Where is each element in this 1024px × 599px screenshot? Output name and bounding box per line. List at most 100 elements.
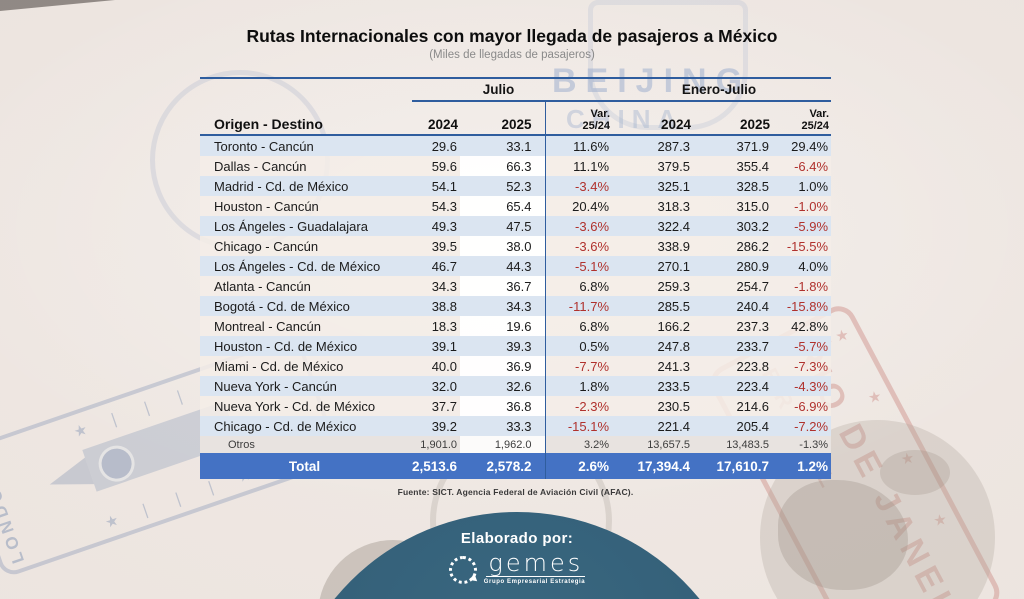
route-label: Nueva York - Cancún [200,376,412,396]
otros-label: Otros [200,436,412,453]
gemes-logo-subtext: Grupo Empresarial Estrategia [483,579,586,585]
route-value: -6.9% [772,396,832,416]
route-value: 1.8% [544,376,613,396]
header-enero-julio-2024: 2024 [612,101,694,136]
gemes-logo-arrow-icon [468,573,480,585]
route-value: -7.2% [772,416,832,436]
route-value: -1.0% [772,196,832,216]
route-value: 42.8% [772,316,832,336]
route-value: -2.3% [544,396,613,416]
route-row: Chicago - Cancún 39.5 38.0 -3.6% 338.9 286.2-… [200,236,832,256]
otros-value: 3.2% [544,436,613,453]
route-value: 32.6 [460,376,546,396]
page-subtitle: (Miles de llegadas de pasajeros) [429,49,595,61]
route-value: 38.8 [412,296,460,316]
route-value: 34.3 [412,276,460,296]
header-origen-destino: Origen - Destino [200,101,412,136]
route-label: Bogotá - Cd. de México [200,296,412,316]
route-value: 325.1 [612,176,694,196]
route-value: -3.6% [544,236,613,256]
route-value: 33.1 [460,135,546,156]
route-value: 52.3 [460,176,546,196]
table-header-row: Origen - Destino 2024 2025 Var. 25/24 20… [200,101,832,136]
route-value: -15.8% [772,296,832,316]
route-value: 46.7 [412,256,460,276]
route-value: 6.8% [544,276,613,296]
route-value: 166.2 [612,316,694,336]
route-value: 4.0% [772,256,832,276]
london-stamp-text: LONDON [0,467,29,566]
route-value: 37.7 [412,396,460,416]
route-value: 315.0 [693,196,773,216]
total-value: 1.2% [772,453,832,479]
route-value: 241.3 [612,356,694,376]
route-label: Montreal - Cancún [200,316,412,336]
total-value: 2,513.6 [412,453,460,479]
route-value: -3.4% [544,176,613,196]
route-value: -7.3% [772,356,832,376]
route-value: 1.0% [772,176,832,196]
route-value: 247.8 [612,336,694,356]
route-value: 36.8 [460,396,546,416]
route-value: 59.6 [412,156,460,176]
route-value: 11.1% [544,156,613,176]
route-value: 221.4 [612,416,694,436]
route-value: 286.2 [693,236,773,256]
route-value: 355.4 [693,156,773,176]
route-row: Houston - Cancún 54.3 65.4 20.4% 318.3 315.0-… [200,196,832,216]
otros-value: 1,901.0 [412,436,460,453]
header-enero-julio-var: Var. 25/24 [772,101,832,136]
rio-stamp-stars: ★ ★ ★ ★ ★ [815,325,963,554]
total-label: Total [200,453,412,479]
table-group-header-row: Julio Enero-Julio [200,78,832,102]
elaborado-por-label: Elaborado por: [460,530,574,547]
route-value: -5.7% [772,336,832,356]
route-value: 0.5% [544,336,613,356]
table-body: Toronto - Cancún 29.6 33.1 11.6% 287.3 371.9 2… [200,135,832,479]
route-value: 39.2 [412,416,460,436]
route-value: 322.4 [612,216,694,236]
otros-value: 13,657.5 [612,436,694,453]
group-header-enero-julio: Enero-Julio [545,78,832,102]
route-value: 49.3 [412,216,460,236]
route-label: Atlanta - Cancún [200,276,412,296]
otros-value: 13,483.5 [693,436,773,453]
route-value: 38.0 [460,236,546,256]
route-value: -11.7% [544,296,613,316]
total-value: 17,394.4 [612,453,694,479]
route-value: 318.3 [612,196,694,216]
big-ben-icon [45,457,95,498]
route-value: 66.3 [460,156,546,176]
route-value: 29.6 [412,135,460,156]
route-value: 371.9 [693,135,773,156]
route-label: Houston - Cd. de México [200,336,412,356]
route-value: 259.3 [612,276,694,296]
route-value: 214.6 [693,396,773,416]
route-value: 338.9 [612,236,694,256]
route-value: 233.7 [693,336,773,356]
route-value: 34.3 [460,296,546,316]
route-label: Chicago - Cancún [200,236,412,256]
route-row: Bogotá - Cd. de México 38.8 34.3 -11.7% 285.… [200,296,832,316]
route-value: -4.3% [772,376,832,396]
route-value: 40.0 [412,356,460,376]
header-var-bottom: 25/24 [582,119,611,132]
route-value: 240.4 [693,296,773,316]
route-row: Atlanta - Cancún 34.3 36.7 6.8% 259.3 254.7 -1… [200,276,832,296]
route-value: 33.3 [460,416,546,436]
otros-row: Otros 1,901.0 1,962.0 3.2% 13,657.5 13,483.5-… [200,436,832,453]
route-value: 303.2 [693,216,773,236]
total-value: 2.6% [544,453,613,479]
route-value: 36.7 [460,276,546,296]
gemes-logo-icon [448,556,480,585]
route-value: 285.5 [612,296,694,316]
route-row: Madrid - Cd. de México 54.1 52.3 -3.4% 325.1… [200,176,832,196]
route-label: Toronto - Cancún [200,135,412,156]
route-row: Toronto - Cancún 29.6 33.1 11.6% 287.3 371.9 2… [200,135,832,156]
header-julio-2025: 2025 [460,101,546,136]
source-note: Fuente: SICT. Agencia Federal de Aviació… [397,487,634,497]
routes-table: Julio Enero-Julio Origen - Destino 2024 … [200,77,832,479]
route-value: 39.1 [412,336,460,356]
route-label: Los Ángeles - Cd. de México [200,256,412,276]
